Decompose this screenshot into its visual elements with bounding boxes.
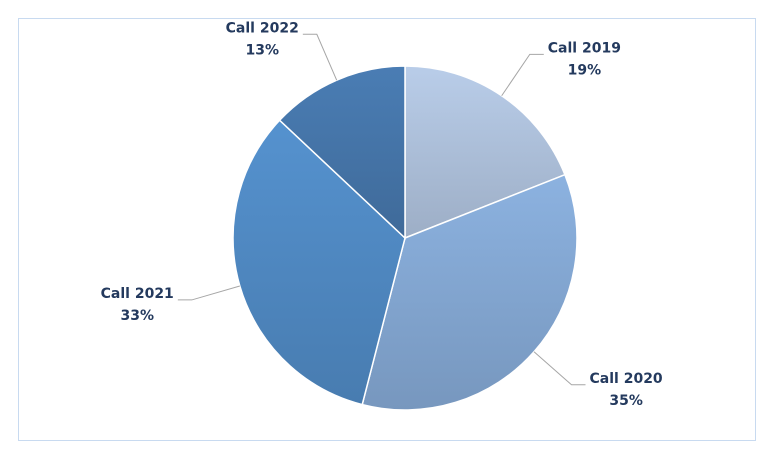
data-label-name: Call 2020 xyxy=(590,371,663,387)
data-label-value: 35% xyxy=(609,393,643,409)
leader-line xyxy=(177,285,240,301)
leader-line xyxy=(501,53,544,97)
data-label-value: 13% xyxy=(245,42,279,58)
pie-slice xyxy=(232,119,406,406)
data-label-name: Call 2022 xyxy=(226,20,299,36)
data-label-name: Call 2021 xyxy=(101,286,174,302)
leader-line xyxy=(302,33,338,81)
data-label-value: 33% xyxy=(120,308,154,324)
leader-line xyxy=(533,351,586,386)
pie-slice xyxy=(361,173,578,411)
data-label-name: Call 2019 xyxy=(548,40,621,56)
pie-slice xyxy=(278,65,406,240)
pie-slice xyxy=(404,65,566,240)
data-label-value: 19% xyxy=(568,62,602,78)
